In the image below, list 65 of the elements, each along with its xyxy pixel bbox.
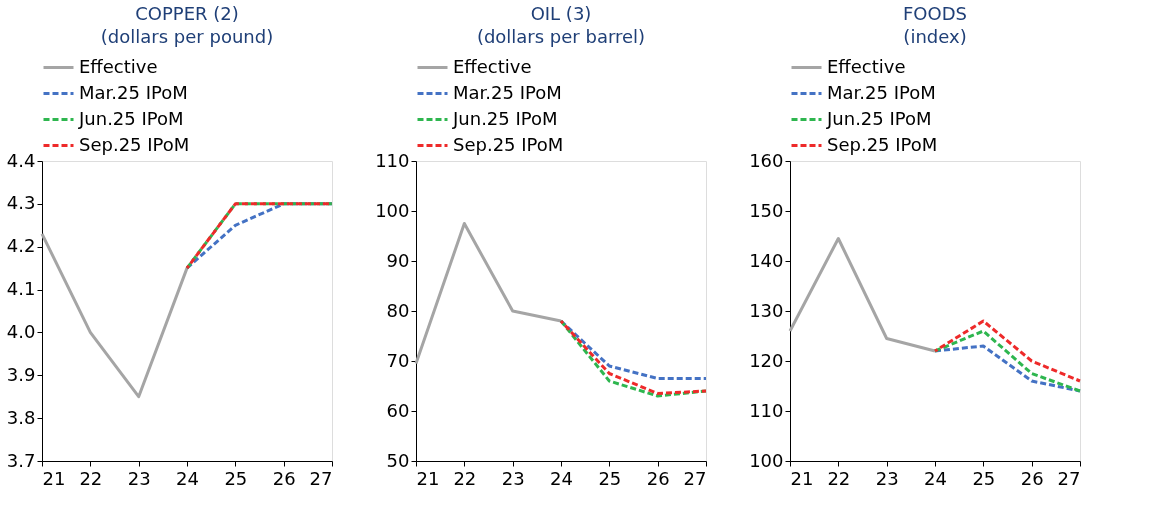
x-tick-label: 22	[827, 467, 851, 489]
legend-label: Jun.25 IPoM	[78, 107, 184, 129]
x-tick-label: 24	[550, 467, 573, 489]
y-tick-label: 4.2	[6, 235, 36, 257]
x-tick-label: 22	[79, 467, 103, 489]
y-tick-label: 50	[386, 449, 410, 471]
x-tick-label: 27	[683, 467, 707, 489]
y-tick-label: 3.9	[6, 363, 36, 385]
legend-label: Mar.25 IPoM	[827, 81, 936, 103]
x-tick-label: 23	[501, 467, 525, 489]
x-tick-label: 25	[598, 467, 622, 489]
legend-label: Sep.25 IPoM	[827, 133, 938, 155]
y-tick-label: 3.8	[6, 406, 36, 428]
y-tick-label: 90	[386, 249, 410, 271]
y-tick-label: 130	[749, 299, 784, 321]
x-tick-label: 26	[1020, 467, 1044, 489]
legend-label: Effective	[453, 55, 532, 77]
text: (dollars per barrel)	[476, 26, 646, 47]
y-tick-label: 100	[749, 449, 784, 471]
legend-label: Effective	[827, 55, 906, 77]
x-tick-label: 21	[790, 467, 814, 489]
x-tick-label: 22	[453, 467, 477, 489]
y-tick-label: 4.0	[6, 320, 36, 342]
y-tick-label: 100	[375, 199, 410, 221]
legend-label: Sep.25 IPoM	[79, 133, 190, 155]
x-tick-label: 24	[924, 467, 947, 489]
x-tick-label: 26	[646, 467, 670, 489]
y-tick-label: 4.1	[6, 278, 36, 300]
y-tick-label: 140	[749, 249, 784, 271]
legend-label: Effective	[79, 55, 158, 77]
text: FOODS	[903, 3, 967, 24]
x-tick-label: 21	[42, 467, 66, 489]
line-series	[788, 237, 937, 353]
legend-label: Jun.25 IPoM	[452, 107, 558, 129]
y-tick-label: 3.7	[6, 449, 36, 471]
text: (dollars per pound)	[100, 26, 274, 47]
y-tick-label: 4.4	[6, 149, 36, 171]
text: COPPER (2)	[135, 3, 239, 24]
legend-label: Mar.25 IPoM	[79, 81, 188, 103]
legend-label: Mar.25 IPoM	[453, 81, 562, 103]
x-tick-label: 26	[272, 467, 296, 489]
y-tick-label: 150	[749, 199, 784, 221]
x-tick-label: 24	[176, 467, 199, 489]
x-tick-label: 27	[1057, 467, 1081, 489]
y-tick-label: 70	[386, 349, 410, 371]
line-series	[933, 319, 1082, 383]
legend-label: Jun.25 IPoM	[826, 107, 932, 129]
text: OIL (3)	[530, 3, 592, 24]
text: (index)	[903, 26, 967, 47]
y-tick-label: 4.3	[6, 192, 36, 214]
y-tick-label: 120	[749, 349, 784, 371]
x-tick-label: 23	[875, 467, 899, 489]
line-series	[414, 222, 563, 365]
x-tick-label: 21	[416, 467, 440, 489]
x-tick-label: 27	[309, 467, 333, 489]
x-tick-label: 23	[127, 467, 151, 489]
y-tick-label: 80	[386, 299, 410, 321]
line-series	[40, 232, 189, 399]
legend-label: Sep.25 IPoM	[453, 133, 564, 155]
x-tick-label: 25	[224, 467, 248, 489]
y-tick-label: 60	[386, 399, 410, 421]
y-tick-label: 110	[749, 399, 784, 421]
y-tick-label: 110	[375, 149, 410, 171]
y-tick-label: 160	[749, 149, 784, 171]
x-tick-label: 25	[972, 467, 996, 489]
